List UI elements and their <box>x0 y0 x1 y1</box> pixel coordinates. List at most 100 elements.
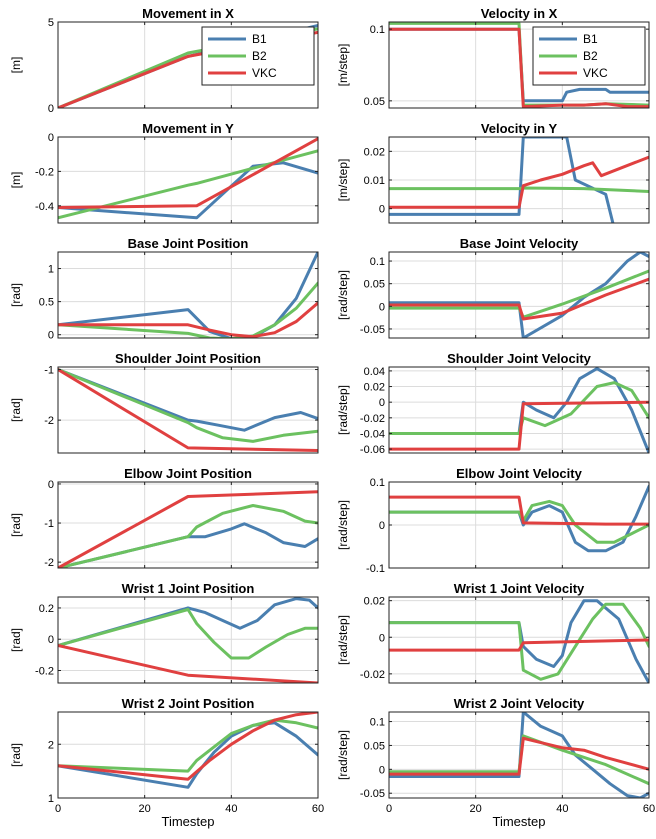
subplot-12: -0.02 0 0.02 Wrist 1 Joint Velocity [rad/ste… <box>336 581 650 684</box>
y-tick-label: 0.02 <box>364 596 385 608</box>
subplot-title: Velocity in Y <box>481 121 558 136</box>
series-line-b1 <box>58 161 318 220</box>
axes-frame <box>57 711 319 799</box>
x-tick-label: 20 <box>139 803 151 815</box>
plot-area <box>58 367 318 453</box>
legend-label-vkc: VKC <box>583 66 608 80</box>
subplot-title: Wrist 1 Joint Velocity <box>454 581 585 596</box>
y-tick-label: 0 <box>379 520 385 532</box>
series-group <box>58 137 318 220</box>
y-tick-label: 0 <box>379 301 385 313</box>
subplot-3: -0.4 -0.2 0 Movement in Y [m] <box>9 121 319 224</box>
series-line-vkc <box>58 712 318 781</box>
series-line-vkc <box>389 277 649 321</box>
y-axis-label: [rad/step] <box>336 385 350 435</box>
x-axis-label: Timestep <box>162 814 215 829</box>
series-line-b1 <box>58 597 318 647</box>
y-axis-label: [rad/step] <box>336 500 350 550</box>
series-group <box>389 22 649 108</box>
series-line-b2 <box>58 718 318 773</box>
y-tick-label: 2 <box>48 739 54 751</box>
subplot-4: 0 0.01 0.02 Velocity in Y [m/step] <box>336 121 650 224</box>
axes-frame <box>57 21 319 109</box>
y-axis-label: [m] <box>9 57 23 74</box>
series-group <box>389 367 649 453</box>
y-tick-label: 0.05 <box>364 96 385 108</box>
y-tick-label: 5 <box>48 17 54 29</box>
y-tick-label: 0 <box>48 103 54 115</box>
series-group <box>389 599 649 683</box>
y-tick-label: -2 <box>44 557 54 569</box>
series-group <box>58 490 318 568</box>
x-tick-label: 0 <box>386 803 392 815</box>
subplot-11: -0.2 0 0.2 Wrist 1 Joint Position [rad] <box>9 581 319 684</box>
y-tick-label: -1 <box>44 365 54 377</box>
series-group <box>58 712 318 789</box>
plot-area <box>58 137 318 223</box>
y-axis-label: [rad/step] <box>336 730 350 780</box>
subplot-title: Shoulder Joint Position <box>115 351 261 366</box>
subplot-2: 0.05 0.1 Velocity in X [m/step] B1 B2 VKC <box>336 6 650 109</box>
subplot-5: 0 0.5 1 Base Joint Position [rad] <box>9 236 319 342</box>
y-axis-label: [m] <box>9 172 23 189</box>
x-tick-label: 40 <box>556 803 568 815</box>
legend-label-b2: B2 <box>252 49 267 63</box>
axes-frame <box>388 711 650 799</box>
series-group <box>58 368 318 452</box>
y-tick-label: 0.1 <box>370 477 385 489</box>
y-tick-label: 0 <box>48 132 54 144</box>
subplot-9: -2 -1 0 Elbow Joint Position [rad] <box>9 466 319 569</box>
legend-label-b2: B2 <box>583 49 598 63</box>
y-tick-label: 0.2 <box>39 603 54 615</box>
series-line-b1 <box>58 721 318 789</box>
y-tick-label: -0.2 <box>35 166 54 178</box>
subplot-title: Elbow Joint Velocity <box>456 466 582 481</box>
x-tick-label: 20 <box>470 803 482 815</box>
y-tick-label: 1 <box>48 793 54 805</box>
series-line-vkc <box>389 736 649 776</box>
x-tick-label: 60 <box>312 803 324 815</box>
series-group <box>389 484 649 553</box>
y-axis-label: [rad/step] <box>336 615 350 665</box>
legend-label-b1: B1 <box>583 32 598 46</box>
y-axis-label: [rad] <box>9 743 23 767</box>
subplot-title: Movement in Y <box>142 121 234 136</box>
y-tick-label: 0.5 <box>39 297 54 309</box>
y-axis-label: [rad] <box>9 628 23 652</box>
series-line-vkc <box>58 301 318 338</box>
x-tick-label: 60 <box>643 803 655 815</box>
y-tick-label: 0 <box>48 330 54 342</box>
series-line-vkc <box>58 137 318 209</box>
axes-frame <box>57 366 319 454</box>
series-line-b1 <box>58 368 318 432</box>
series-line-vkc <box>389 400 649 451</box>
axes-frame <box>57 136 319 224</box>
y-axis-label: [rad/step] <box>336 270 350 320</box>
series-line-vkc <box>58 644 318 683</box>
subplot-title: Velocity in X <box>481 6 558 21</box>
y-tick-label: 0 <box>379 632 385 644</box>
y-tick-label: 0.04 <box>364 366 385 378</box>
y-tick-label: 0.1 <box>370 256 385 268</box>
series-group <box>389 712 649 798</box>
axes-frame <box>388 21 650 109</box>
legend: B1 B2 VKC <box>201 26 315 86</box>
y-tick-label: -0.05 <box>360 788 385 800</box>
x-tick-label: 40 <box>225 803 237 815</box>
y-tick-label: 0.1 <box>370 717 385 729</box>
subplot-title: Base Joint Position <box>128 236 249 251</box>
subplot-title: Elbow Joint Position <box>124 466 252 481</box>
subplot-6: -0.05 0 0.05 0.1 Base Joint Velocity [rad/ste… <box>336 236 650 339</box>
subplot-title: Wrist 2 Joint Position <box>122 696 255 711</box>
axes-frame <box>388 251 650 339</box>
series-line-b1 <box>58 252 318 338</box>
subplot-title: Movement in X <box>142 6 234 21</box>
x-axis-label: Timestep <box>493 814 546 829</box>
y-tick-label: -1 <box>44 518 54 530</box>
y-tick-label: 0.05 <box>364 279 385 291</box>
x-tick-label: 0 <box>55 803 61 815</box>
legend: B1 B2 VKC <box>532 26 646 86</box>
